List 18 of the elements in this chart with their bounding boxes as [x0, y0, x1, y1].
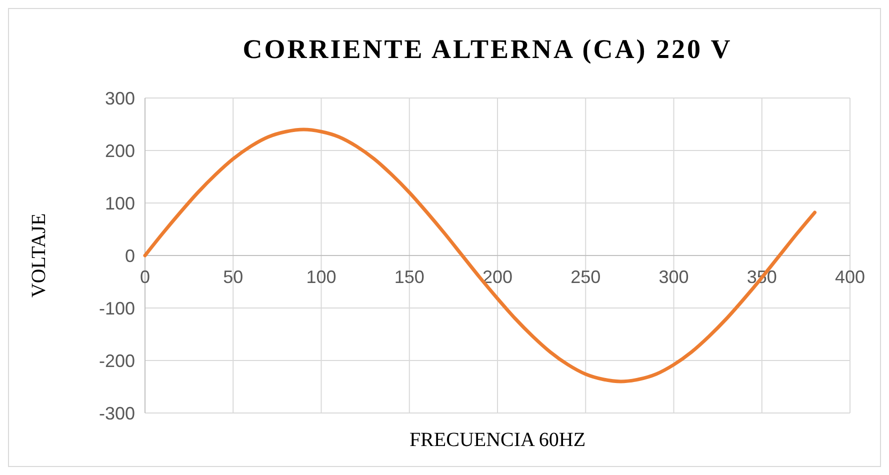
y-tick-label: 0 [124, 246, 135, 266]
x-tick-label: 50 [223, 266, 244, 287]
x-axis-title: FRECUENCIA 60HZ [409, 429, 586, 451]
x-tick-label: 0 [140, 266, 150, 287]
y-tick-label: -200 [98, 350, 135, 371]
y-tick-label: -300 [98, 403, 135, 424]
y-tick-label: 100 [104, 193, 135, 214]
x-tick-label: 100 [306, 266, 336, 287]
x-tick-label: 250 [570, 266, 601, 287]
x-tick-label: 150 [394, 266, 424, 287]
x-tick-label: 200 [482, 266, 513, 287]
x-tick-label: 300 [658, 266, 689, 287]
y-tick-label: -100 [98, 298, 135, 318]
y-axis-title: VOLTAJE [28, 213, 50, 298]
x-tick-label: 400 [834, 266, 866, 287]
y-tick-label: 300 [104, 88, 135, 108]
y-tick-label: 200 [104, 140, 135, 161]
chart-title: CORRIENTE ALTERNA (CA) 220 V [242, 34, 732, 64]
